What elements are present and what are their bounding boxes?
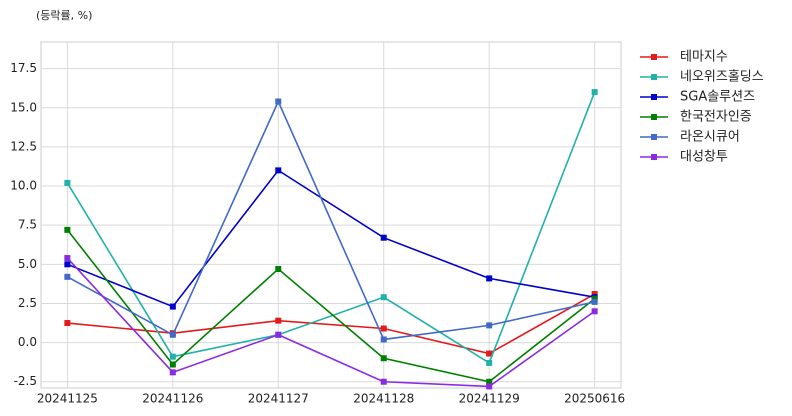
x-tick-label: 20241126 <box>142 392 203 406</box>
x-tick-label: 20241129 <box>459 392 520 406</box>
point <box>64 179 71 186</box>
point <box>591 308 598 315</box>
point <box>169 303 176 310</box>
series-line <box>66 257 596 388</box>
point <box>486 350 493 357</box>
point <box>486 275 493 282</box>
y-tick-label: 7.5 <box>18 218 37 232</box>
point <box>64 255 71 262</box>
point <box>380 336 387 343</box>
point <box>64 273 71 280</box>
x-tick-label: 20241127 <box>248 392 309 406</box>
y-tick-label: 12.5 <box>10 139 37 153</box>
legend-marker <box>651 54 657 60</box>
series-line <box>67 293 596 355</box>
point <box>275 98 282 105</box>
legend-marker <box>651 114 657 120</box>
point <box>275 317 282 324</box>
point <box>380 355 387 362</box>
series-line <box>67 169 595 308</box>
point <box>591 295 598 302</box>
point <box>275 331 282 338</box>
point <box>591 89 598 96</box>
x-tick-label: 20241128 <box>353 392 414 406</box>
point <box>169 361 176 368</box>
point <box>169 369 176 376</box>
y-tick-label: 5.0 <box>18 257 37 271</box>
unit-label: (등락률, %) <box>36 9 92 22</box>
x-tick-label: 20241125 <box>37 392 98 406</box>
point <box>486 378 493 385</box>
point <box>486 383 493 390</box>
point <box>380 294 387 301</box>
point <box>64 320 71 327</box>
point <box>64 226 71 233</box>
y-tick-label: 2.5 <box>18 296 37 310</box>
legend-label: 대성창투 <box>680 150 728 165</box>
series-line <box>66 91 596 365</box>
series-line <box>66 99 595 341</box>
y-tick-label: -2.5 <box>14 374 37 388</box>
legend-label: 라온시큐어 <box>680 130 740 145</box>
y-tick-label: 0.0 <box>18 335 37 349</box>
legend-label: 네오위즈홀딩스 <box>680 70 764 85</box>
point <box>275 167 282 174</box>
point <box>380 234 387 241</box>
legend-marker <box>651 134 657 140</box>
y-tick-label: 10.0 <box>10 179 37 193</box>
x-tick-label: 20250616 <box>564 392 625 406</box>
point <box>275 266 282 273</box>
point <box>486 322 493 329</box>
point <box>486 359 493 366</box>
point <box>591 298 598 305</box>
y-tick-label: 15.0 <box>10 100 37 114</box>
series-line <box>66 229 596 383</box>
legend-label: 테마지수 <box>680 50 728 65</box>
point <box>169 353 176 360</box>
legend-label: SGA솔루션즈 <box>680 90 755 105</box>
legend-marker <box>651 74 657 80</box>
point <box>64 261 71 268</box>
point <box>591 291 598 298</box>
legend-label: 한국전자인증 <box>680 110 752 125</box>
y-tick-label: 17.5 <box>10 61 37 75</box>
plot-frame <box>40 41 622 389</box>
point <box>380 378 387 385</box>
legend-marker <box>651 154 657 160</box>
point <box>380 325 387 332</box>
legend-marker <box>651 94 657 100</box>
point <box>169 331 176 338</box>
